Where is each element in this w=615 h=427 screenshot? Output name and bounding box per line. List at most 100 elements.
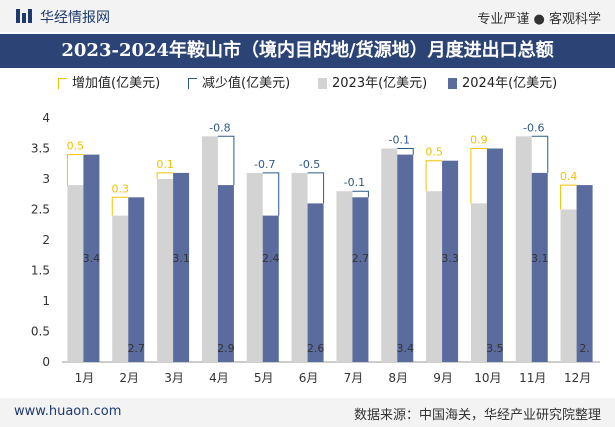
- bar-2023: [470, 203, 487, 362]
- x-tick-label: 3月: [164, 371, 184, 385]
- increase-marker: [425, 160, 443, 192]
- increase-marker: [560, 184, 577, 210]
- decrease-marker: [217, 135, 235, 186]
- x-tick-label: 11月: [519, 371, 546, 385]
- bar-2024: [307, 203, 324, 362]
- change-label: -0.7: [254, 158, 275, 171]
- bar-2024: [442, 160, 459, 362]
- bar-value-label: 2.7: [128, 342, 146, 355]
- legend-label-2024: 2024年(亿美元): [462, 76, 558, 91]
- bar-2024: [531, 172, 548, 362]
- legend-swatch-increase: [58, 78, 67, 89]
- decrease-marker: [352, 190, 369, 198]
- decrease-marker: [262, 172, 280, 216]
- bar-2024: [262, 215, 279, 362]
- x-tick-label: 9月: [433, 371, 453, 385]
- change-label: -0.8: [209, 121, 230, 134]
- change-label: -0.1: [389, 134, 410, 147]
- x-tick-label: 10月: [474, 371, 501, 385]
- change-label: 0.1: [156, 158, 174, 171]
- bar-value-label: 2.4: [262, 252, 280, 265]
- bar-2023: [201, 136, 218, 362]
- x-tick-label: 2月: [119, 371, 139, 385]
- y-tick-label: 3.5: [31, 142, 50, 156]
- legend-swatch-2024: [448, 78, 457, 89]
- y-tick-label: 0: [42, 355, 50, 369]
- bar-2023: [157, 179, 174, 362]
- bar-value-label: 3.3: [441, 252, 459, 265]
- decrease-marker: [531, 135, 549, 173]
- y-tick-label: 0.5: [31, 325, 50, 339]
- bar-value-label: 3.4: [397, 342, 415, 355]
- increase-marker: [111, 196, 129, 216]
- change-label: -0.6: [523, 121, 544, 134]
- bar-2023: [246, 172, 263, 362]
- legend-swatch-decrease: [188, 78, 197, 89]
- bar-2023: [426, 191, 443, 362]
- change-label: 0.4: [560, 170, 578, 183]
- decrease-marker: [397, 148, 414, 155]
- bar-2024: [217, 185, 234, 362]
- bar-2023: [515, 136, 532, 362]
- change-label: -0.1: [344, 176, 365, 189]
- bar-2024: [486, 148, 503, 362]
- bar-2023: [112, 215, 129, 362]
- y-tick-label: 3: [42, 172, 50, 186]
- bar-2023: [560, 209, 577, 362]
- decrease-marker: [307, 172, 325, 204]
- brand-name: 华经情报网: [40, 10, 110, 26]
- title-bar: 2023-2024年鞍山市（境内目的地/货源地）月度进出口总额: [0, 34, 615, 68]
- bar-value-label: 3.4: [83, 252, 101, 265]
- x-tick-label: 8月: [388, 371, 408, 385]
- y-tick-label: 4: [42, 111, 50, 125]
- bar-2024: [576, 185, 593, 362]
- bar-2024: [397, 154, 414, 362]
- x-tick-label: 5月: [254, 371, 274, 385]
- bar-2023: [291, 172, 308, 362]
- legend-label-2023: 2023年(亿美元): [332, 76, 428, 91]
- bar-2023: [336, 191, 353, 362]
- bar-2024: [128, 197, 145, 362]
- change-label: -0.5: [299, 158, 320, 171]
- footer-bar: www.huaon.com 数据来源：中国海关，华经产业研究院整理: [0, 398, 615, 427]
- top-bar: 华经情报网 专业严谨 ● 客观科学: [0, 0, 615, 32]
- bar-value-label: 2.: [579, 342, 590, 355]
- bar-value-label: 2.9: [217, 342, 235, 355]
- bar-2023: [381, 148, 398, 362]
- increase-marker: [156, 172, 174, 179]
- website-link[interactable]: www.huaon.com: [14, 404, 122, 419]
- bar-2024: [173, 172, 190, 362]
- bar-2023: [67, 185, 84, 362]
- x-tick-label: 6月: [299, 371, 319, 385]
- y-tick-label: 1.5: [31, 264, 50, 278]
- y-tick-label: 2: [42, 233, 50, 247]
- bar-value-label: 2.6: [307, 342, 325, 355]
- increase-marker: [470, 148, 487, 204]
- bar-2024: [352, 197, 369, 362]
- legend-label-decrease: 减少值(亿美元): [202, 76, 291, 91]
- bar-value-label: 3.1: [531, 252, 549, 265]
- data-source: 数据来源：中国海关，华经产业研究院整理: [353, 408, 601, 423]
- x-tick-label: 7月: [344, 371, 364, 385]
- bar-value-label: 3.5: [486, 342, 504, 355]
- chart-title: 2023-2024年鞍山市（境内目的地/货源地）月度进出口总额: [61, 40, 554, 61]
- x-tick-label: 12月: [564, 371, 591, 385]
- legend-label-increase: 增加值(亿美元): [72, 76, 161, 91]
- bar-value-label: 3.1: [172, 252, 190, 265]
- chart-plot: 0 0.5 1 1.5 2 2.5 3 3.5 4 0.5 3.4 1月 0.3 2.7 2月 0.1 3.1 3…: [31, 111, 600, 385]
- x-tick-label: 4月: [209, 371, 229, 385]
- change-label: 0.9: [470, 134, 488, 147]
- bar-value-label: 2.7: [352, 252, 370, 265]
- x-tick-label: 1月: [75, 371, 95, 385]
- logo-icon: [16, 9, 32, 23]
- change-label: 0.3: [112, 182, 130, 195]
- y-tick-label: 2.5: [31, 203, 50, 217]
- bar-2024: [83, 154, 100, 362]
- slogan: 专业严谨 ● 客观科学: [477, 12, 601, 27]
- y-tick-label: 1: [42, 294, 50, 308]
- legend-swatch-2023: [318, 78, 327, 89]
- chart-legend: 增加值(亿美元) 减少值(亿美元) 2023年(亿美元) 2024年(亿美元): [58, 75, 598, 93]
- change-label: 0.5: [425, 146, 443, 159]
- increase-marker: [66, 154, 84, 186]
- change-label: 0.5: [67, 140, 85, 153]
